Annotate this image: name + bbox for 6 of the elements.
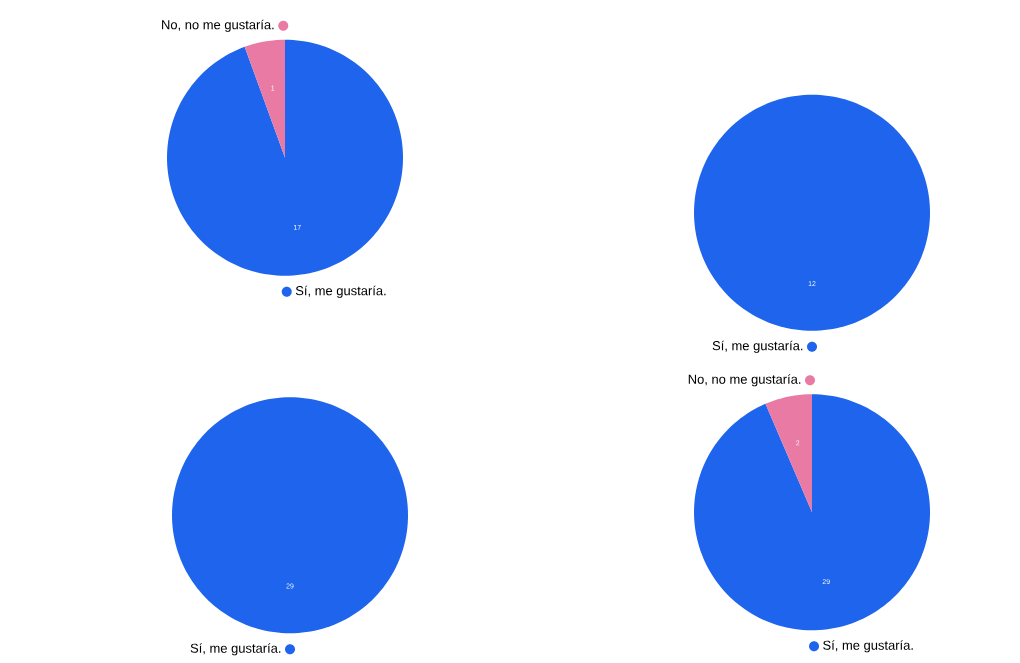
legend-label: Sí, me gustaría.: [823, 640, 913, 653]
legend-label: Sí, me gustaría.: [190, 643, 281, 656]
slice-label: No, no me gustaría.: [688, 374, 801, 387]
legend-label: Sí, me gustaría.: [712, 340, 803, 353]
legend-label: Sí, me gustaría.: [295, 285, 386, 298]
slice-label: No, no me gustaría.: [162, 19, 274, 32]
